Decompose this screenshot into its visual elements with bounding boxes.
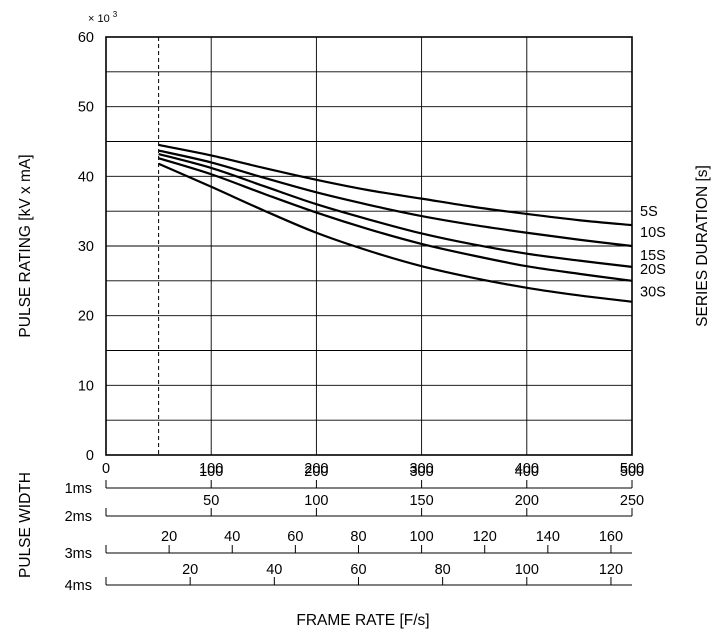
- series-label-30s: 30S: [640, 285, 666, 301]
- x-tick-label: 300: [409, 461, 433, 477]
- series-label-20s: 20S: [640, 262, 666, 278]
- pulse-axis-name: 4ms: [65, 578, 92, 594]
- x-tick-label: 100: [199, 461, 223, 477]
- pulse-axis-tick-label: 100: [304, 493, 328, 509]
- pulse-width-label: PULSE WIDTH: [17, 472, 34, 578]
- pulse-axis-tick-label: 100: [409, 529, 433, 545]
- pulse-axis-tick-label: 300: [409, 464, 433, 480]
- pulse-axis-tick-label: 60: [350, 562, 366, 578]
- pulse-axis-tick-label: 140: [536, 529, 560, 545]
- pulse-axis-tick-label: 80: [435, 562, 451, 578]
- x-tick-labels: 0 100 200 300 400 500: [102, 461, 644, 477]
- series-line-30s: [158, 162, 633, 303]
- pulse-axis-tick-label: 20: [161, 529, 177, 545]
- pulse-axis-tick-label: 120: [599, 562, 623, 578]
- y-tick-label: 10: [78, 378, 94, 394]
- y-axis-label: PULSE RATING [kV x mA]: [17, 154, 34, 337]
- pulse-width-axis-3ms: 3ms 20 40 60 80 100 120 140 160: [65, 529, 632, 562]
- pulse-axis-tick-label: 160: [599, 529, 623, 545]
- pulse-axis-tick-label: 500: [620, 464, 644, 480]
- x-tick-label: 500: [620, 461, 644, 477]
- series-label-15s: 15S: [640, 248, 666, 264]
- y-multiplier: × 10 3: [88, 10, 118, 25]
- x-tick-label: 0: [102, 461, 110, 477]
- x-tick-label: 200: [304, 461, 328, 477]
- y-tick-labels: 0 10 20 30 40 50 60: [78, 30, 94, 464]
- pulse-axis-tick-label: 40: [266, 562, 282, 578]
- y-multiplier-base: × 10: [88, 13, 110, 25]
- pulse-axis-tick-label: 50: [203, 493, 219, 509]
- y-tick-label: 30: [78, 239, 94, 255]
- pulse-axis-name: 2ms: [65, 509, 92, 525]
- curves: [158, 143, 633, 303]
- series-line-20s: [158, 157, 633, 282]
- y-tick-label: 0: [86, 448, 94, 464]
- pulse-axis-tick-label: 60: [287, 529, 303, 545]
- pulse-axis-tick-label: 120: [473, 529, 497, 545]
- y-tick-label: 40: [78, 169, 94, 185]
- plot-frame: [105, 36, 633, 456]
- grid: [106, 37, 632, 455]
- x-tick-label: 400: [515, 461, 539, 477]
- pulse-width-axis-1ms: 1ms 100 200 300 400 500: [65, 464, 645, 497]
- pulse-axis-tick-label: 20: [182, 562, 198, 578]
- pulse-width-axis-2ms: 2ms 50 100 150 200 250: [65, 493, 645, 525]
- right-axis-label: SERIES DURATION [s]: [694, 165, 711, 327]
- x-axis-label: FRAME RATE [F/s]: [296, 612, 429, 629]
- pulse-axis-tick-label: 200: [515, 493, 539, 509]
- series-label-5s: 5S: [640, 204, 658, 220]
- pulse-axis-tick-label: 250: [620, 493, 644, 509]
- pulse-axis-name: 3ms: [65, 546, 92, 562]
- series-line-15s: [158, 152, 633, 268]
- series-label-10s: 10S: [640, 225, 666, 241]
- pulse-axis-tick-label: 400: [515, 464, 539, 480]
- series-line-10s: [158, 149, 633, 248]
- pulse-axis-tick-label: 200: [304, 464, 328, 480]
- y-tick-label: 50: [78, 100, 94, 116]
- y-multiplier-exp: 3: [113, 10, 118, 19]
- y-tick-label: 60: [78, 30, 94, 46]
- pulse-width-axis-4ms: 4ms 20 40 60 80 100 120: [65, 562, 632, 594]
- pulse-axis-tick-label: 150: [409, 493, 433, 509]
- pulse-axis-tick-label: 40: [224, 529, 240, 545]
- pulse-axis-tick-label: 80: [350, 529, 366, 545]
- pulse-axis-name: 1ms: [65, 481, 92, 497]
- pulse-axis-tick-label: 100: [199, 464, 223, 480]
- y-tick-label: 20: [78, 309, 94, 325]
- pulse-axis-tick-label: 100: [515, 562, 539, 578]
- series-line-5s: [158, 143, 633, 227]
